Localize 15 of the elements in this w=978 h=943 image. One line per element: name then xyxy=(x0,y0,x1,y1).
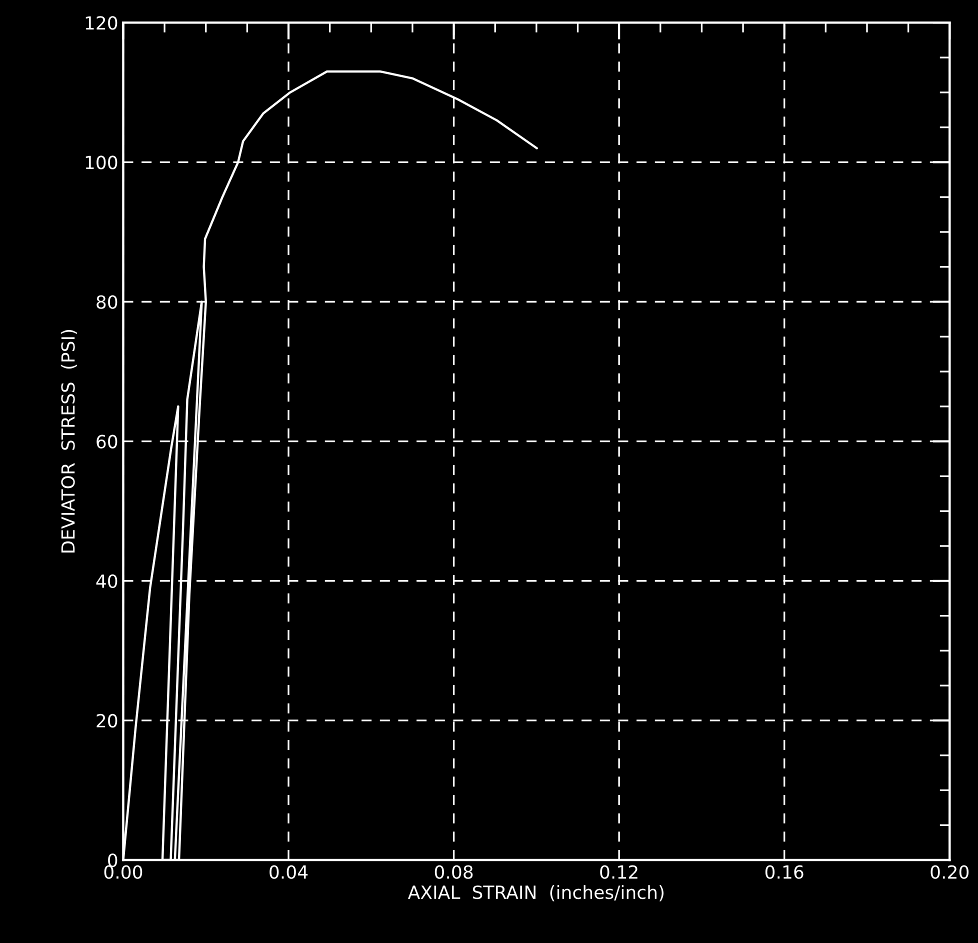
x-tick-label: 0.08 xyxy=(434,865,473,879)
y-tick-label: 100 xyxy=(86,156,118,170)
y-tick-label: 120 xyxy=(86,16,118,30)
x-tick-label: 0.04 xyxy=(270,865,308,879)
x-tick-label: 0.00 xyxy=(104,865,142,879)
x-axis-title: AXIAL STRAIN (inches/inch) xyxy=(408,885,664,902)
y-tick-label: 60 xyxy=(96,434,118,448)
x-tick-label: 0.12 xyxy=(600,865,638,879)
y-axis-title: DEVIATOR STRESS (PSI) xyxy=(60,330,77,552)
y-tick-label: 40 xyxy=(96,574,118,588)
x-tick-label: 0.16 xyxy=(765,865,804,879)
x-tick-label: 0.20 xyxy=(930,865,969,879)
y-tick-label: 0 xyxy=(108,853,118,868)
y-tick-label: 20 xyxy=(96,714,118,728)
y-tick-label: 80 xyxy=(96,295,118,309)
